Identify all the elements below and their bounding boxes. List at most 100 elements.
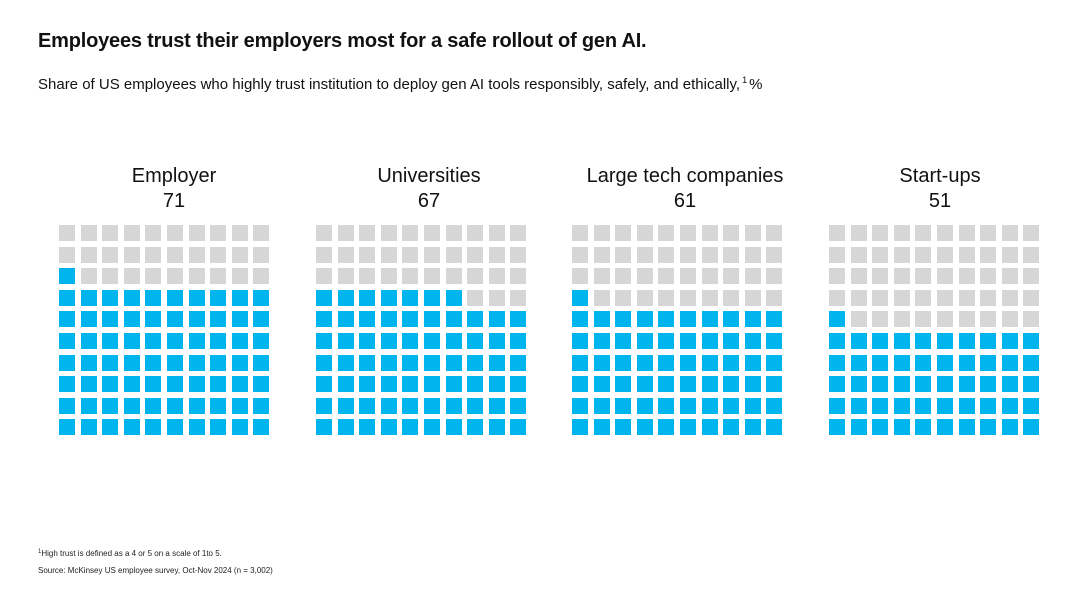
waffle-grid <box>316 225 528 436</box>
waffle-cell-empty <box>829 246 845 263</box>
waffle-cell-filled <box>572 311 588 328</box>
waffle-cell-empty <box>701 246 718 263</box>
waffle-cell-filled <box>593 419 610 436</box>
panel-employer: Employer 71 <box>44 163 304 436</box>
waffle-cell-empty <box>701 289 718 306</box>
waffle-cell-filled <box>593 333 610 349</box>
waffle-cell-filled <box>1001 333 1018 349</box>
waffle-cell-empty <box>850 246 867 263</box>
waffle-cell-filled <box>744 354 761 371</box>
waffle-cell-filled <box>593 311 610 328</box>
waffle-cell-filled <box>253 419 270 436</box>
waffle-cell-filled <box>123 376 140 393</box>
waffle-cell-empty <box>359 225 376 241</box>
waffle-cell-filled <box>231 354 248 371</box>
waffle-cell-filled <box>701 397 718 414</box>
waffle-cell-empty <box>1023 246 1040 263</box>
waffle-cell-empty <box>829 268 845 285</box>
waffle-cell-filled <box>102 376 119 393</box>
waffle-cell-empty <box>231 268 248 285</box>
waffle-cell-empty <box>402 268 419 285</box>
waffle-cell-empty <box>723 246 740 263</box>
waffle-cell-empty <box>572 246 588 263</box>
waffle-cell-filled <box>744 376 761 393</box>
waffle-cell-empty <box>467 246 484 263</box>
waffle-cell-filled <box>958 333 975 349</box>
waffle-cell-filled <box>872 397 889 414</box>
waffle-cell-filled <box>850 397 867 414</box>
waffle-cell-filled <box>593 354 610 371</box>
waffle-cell-filled <box>231 376 248 393</box>
waffle-cell-filled <box>937 376 953 393</box>
waffle-cell-empty <box>510 246 527 263</box>
waffle-cell-empty <box>123 246 140 263</box>
waffle-cell-empty <box>766 289 783 306</box>
waffle-cell-empty <box>210 246 227 263</box>
panel-large-tech: Large tech companies 61 <box>555 163 815 436</box>
waffle-cell-filled <box>510 333 527 349</box>
waffle-cell-filled <box>231 311 248 328</box>
waffle-cell-empty <box>1001 225 1018 241</box>
waffle-cell-filled <box>872 419 889 436</box>
waffle-cell-empty <box>658 289 675 306</box>
waffle-cell-empty <box>915 289 932 306</box>
waffle-cell-empty <box>915 311 932 328</box>
waffle-cell-filled <box>850 419 867 436</box>
waffle-cell-filled <box>316 376 332 393</box>
waffle-cell-filled <box>1001 354 1018 371</box>
waffle-cell-filled <box>59 354 75 371</box>
waffle-cell-filled <box>615 376 632 393</box>
waffle-cell-filled <box>402 311 419 328</box>
waffle-cell-empty <box>316 268 332 285</box>
waffle-cell-empty <box>744 225 761 241</box>
waffle-cell-filled <box>488 311 505 328</box>
waffle-cell-empty <box>937 289 953 306</box>
waffle-cell-filled <box>316 289 332 306</box>
waffle-cell-filled <box>188 311 205 328</box>
waffle-cell-filled <box>658 376 675 393</box>
waffle-cell-filled <box>402 397 419 414</box>
waffle-cell-filled <box>380 376 397 393</box>
waffle-cell-filled <box>359 289 376 306</box>
waffle-cell-empty <box>980 246 997 263</box>
waffle-cell-filled <box>488 376 505 393</box>
waffle-cell-filled <box>636 419 653 436</box>
waffle-cell-filled <box>123 419 140 436</box>
waffle-cell-filled <box>829 376 845 393</box>
category-label: Employer <box>131 165 217 187</box>
waffle-cell-empty <box>872 246 889 263</box>
waffle-cell-filled <box>572 419 588 436</box>
waffle-cell-filled <box>467 419 484 436</box>
waffle-cell-filled <box>80 419 97 436</box>
waffle-cell-empty <box>766 225 783 241</box>
waffle-cell-empty <box>980 289 997 306</box>
waffle-cell-filled <box>123 354 140 371</box>
waffle-cell-filled <box>59 333 75 349</box>
waffle-cell-filled <box>872 333 889 349</box>
waffle-cell-filled <box>210 419 227 436</box>
waffle-cell-filled <box>915 397 932 414</box>
waffle-cell-filled <box>680 354 696 371</box>
waffle-cell-empty <box>893 268 910 285</box>
waffle-cell-empty <box>980 268 997 285</box>
waffle-cell-empty <box>850 289 867 306</box>
waffle-cell-filled <box>231 333 248 349</box>
waffle-cell-filled <box>915 333 932 349</box>
waffle-cell-filled <box>615 311 632 328</box>
waffle-cell-filled <box>829 333 845 349</box>
waffle-cell-filled <box>359 397 376 414</box>
waffle-cell-empty <box>145 246 162 263</box>
waffle-cell-empty <box>188 268 205 285</box>
waffle-cell-filled <box>316 397 332 414</box>
category-label: Start-ups <box>899 165 981 187</box>
waffle-cell-empty <box>167 268 183 285</box>
waffle-cell-empty <box>510 225 527 241</box>
waffle-cell-empty <box>102 268 119 285</box>
waffle-cell-filled <box>488 354 505 371</box>
waffle-cell-empty <box>701 268 718 285</box>
waffle-cell-empty <box>766 246 783 263</box>
waffle-cell-empty <box>680 225 696 241</box>
waffle-cell-filled <box>958 419 975 436</box>
waffle-cell-filled <box>380 333 397 349</box>
waffle-cell-filled <box>958 397 975 414</box>
